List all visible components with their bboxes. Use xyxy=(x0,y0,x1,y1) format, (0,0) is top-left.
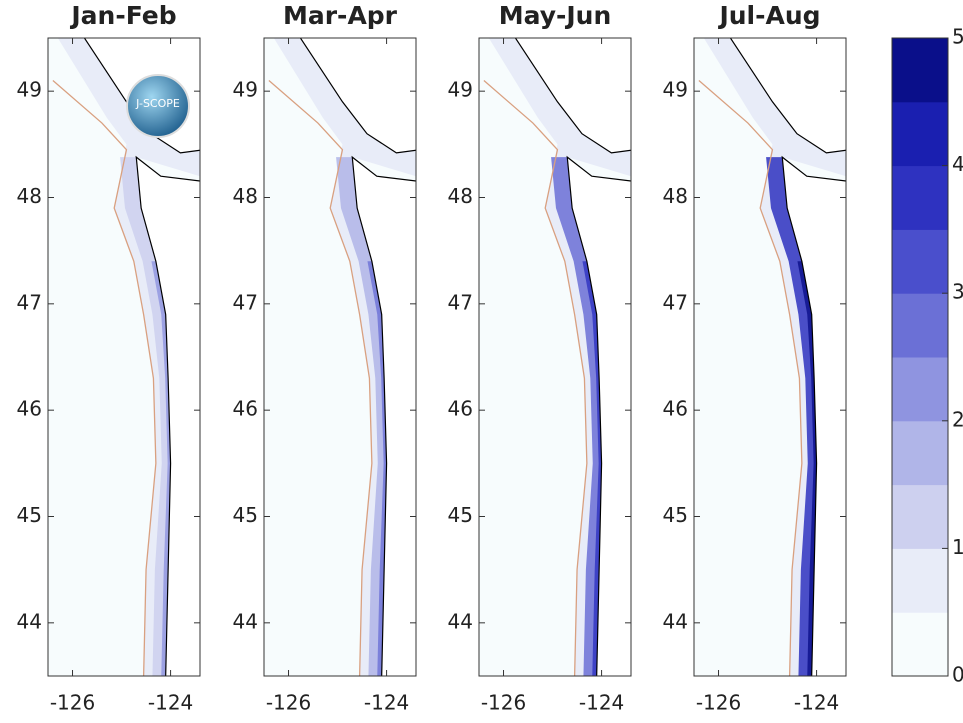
map-panel: Jan-Feb 44 45 46 47 48 49 -126 -124 J-SCOPE xyxy=(17,1,201,715)
x-tick-label: -124 xyxy=(148,691,193,715)
y-tick-label: 46 xyxy=(233,397,258,421)
y-tick-label: 49 xyxy=(448,78,473,102)
y-tick-label: 49 xyxy=(233,78,258,102)
colorbar-level xyxy=(892,548,948,613)
y-tick-label: 46 xyxy=(663,397,688,421)
map-body xyxy=(694,38,846,676)
colorbar-level xyxy=(892,484,948,549)
y-tick-label: 47 xyxy=(448,290,473,314)
y-tick-label: 45 xyxy=(233,503,258,527)
colorbar-level xyxy=(892,293,948,358)
land xyxy=(781,155,846,676)
frame xyxy=(478,37,632,677)
land xyxy=(135,155,200,676)
y-tick-label: 48 xyxy=(448,184,473,208)
y-tick-label: 45 xyxy=(17,503,42,527)
map-body xyxy=(479,38,631,676)
colorbar-tick-label: 50 xyxy=(952,25,963,49)
colorbar-level xyxy=(892,101,948,167)
panel-title: Jan-Feb xyxy=(69,1,176,30)
colorbar-tick-label: 10 xyxy=(952,535,963,559)
x-tick-label: -124 xyxy=(794,691,839,715)
isobath xyxy=(52,80,157,676)
bloom-core xyxy=(797,261,817,676)
map-panel: May-Jun 44 45 46 47 48 49 -126 -124 xyxy=(448,1,632,715)
y-tick-label: 45 xyxy=(663,503,688,527)
colorbar-tick-label: 20 xyxy=(952,407,963,431)
y-tick-label: 44 xyxy=(663,609,688,633)
bloom-core xyxy=(367,261,387,676)
frame xyxy=(47,37,201,677)
y-tick-label: 46 xyxy=(448,397,473,421)
colorbar-tick-label: 0 xyxy=(952,663,963,687)
colorbar-level xyxy=(892,165,948,230)
map-body xyxy=(48,38,200,676)
x-tick-label: -126 xyxy=(696,691,741,715)
y-tick-label: 44 xyxy=(233,609,258,633)
y-tick-label: 44 xyxy=(17,609,42,633)
x-tick-label: -124 xyxy=(579,691,624,715)
frame xyxy=(263,37,417,677)
panel-title: Jul-Aug xyxy=(717,1,820,30)
panel-title: May-Jun xyxy=(499,1,612,30)
land xyxy=(729,38,846,154)
logo: J-SCOPE xyxy=(126,74,190,138)
x-tick-label: -124 xyxy=(364,691,409,715)
y-tick-label: 47 xyxy=(17,290,42,314)
colorbar-level xyxy=(892,612,948,677)
y-tick-label: 48 xyxy=(17,184,42,208)
logo-text: J-SCOPE xyxy=(135,97,180,110)
land xyxy=(514,38,631,154)
colorbar-level xyxy=(892,420,948,486)
y-tick-label: 47 xyxy=(663,290,688,314)
colorbar-frame xyxy=(891,37,949,677)
y-tick-label: 49 xyxy=(663,78,688,102)
colorbar-tick-label: 40 xyxy=(952,152,963,176)
map-body xyxy=(264,38,416,676)
bloom-core xyxy=(582,261,602,676)
map-panel: Mar-Apr 44 45 46 47 48 49 -126 -124 xyxy=(233,1,417,715)
colorbar-tick-label: 30 xyxy=(952,280,963,304)
y-tick-label: 49 xyxy=(17,78,42,102)
y-tick-label: 44 xyxy=(448,609,473,633)
land xyxy=(351,155,416,676)
land xyxy=(299,38,416,154)
y-tick-label: 45 xyxy=(448,503,473,527)
y-tick-label: 46 xyxy=(17,397,42,421)
x-tick-label: -126 xyxy=(266,691,311,715)
bloom-core xyxy=(151,261,171,676)
panel-title: Mar-Apr xyxy=(283,1,398,30)
y-tick-label: 48 xyxy=(233,184,258,208)
x-tick-label: -126 xyxy=(50,691,95,715)
map-panel: Jul-Aug 44 45 46 47 48 49 -126 -124 xyxy=(663,1,847,715)
isobath xyxy=(698,80,803,676)
y-tick-label: 47 xyxy=(233,290,258,314)
colorbar-level xyxy=(892,357,948,422)
x-tick-label: -126 xyxy=(481,691,526,715)
frame xyxy=(693,37,847,677)
isobath xyxy=(268,80,373,676)
isobath xyxy=(483,80,588,676)
y-tick-label: 48 xyxy=(663,184,688,208)
logo-circle xyxy=(126,74,190,138)
colorbar-level xyxy=(892,38,948,103)
land xyxy=(566,155,631,676)
colorbar-level xyxy=(892,229,948,294)
